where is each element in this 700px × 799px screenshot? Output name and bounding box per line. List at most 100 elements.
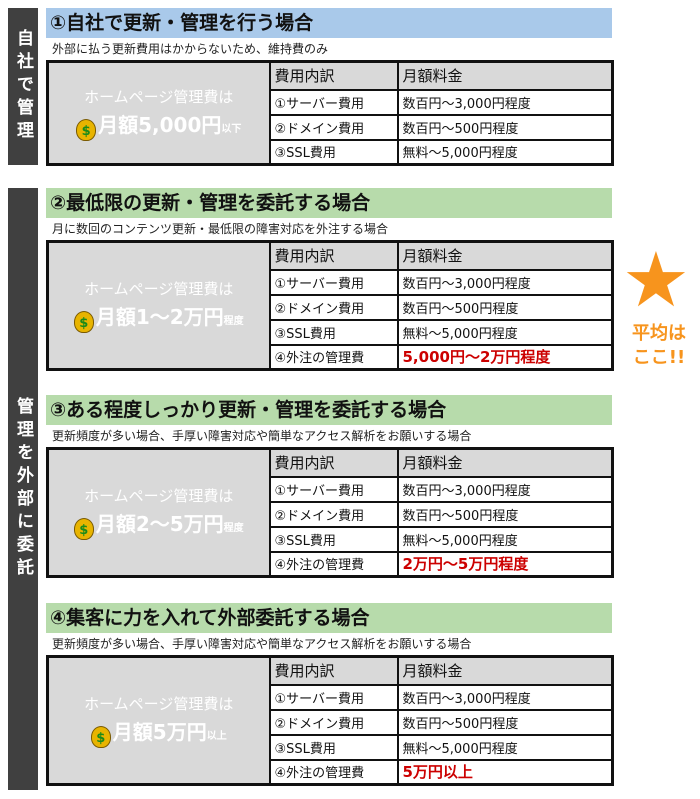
summary-lead: ホームページ管理費は	[84, 87, 234, 106]
header-monthly-fee: 月額料金	[396, 240, 614, 271]
side-label-outsource-text: 管理を外部に委託	[13, 397, 33, 581]
monthly-fee: 無料～5,000円程度	[396, 138, 614, 166]
table-header-row: ホームページ管理費は $ 月額2～5万円程度 費用内訳 月額料金	[46, 447, 614, 578]
table-header-row: ホームページ管理費は $ 月額5万円以上 費用内訳 月額料金	[46, 655, 614, 786]
cost-table: ホームページ管理費は $ 月額5,000円以下 費用内訳 月額料金 ①サーバー費用…	[46, 60, 614, 166]
cost-table: ホームページ管理費は $ 月額2～5万円程度 費用内訳 月額料金 ①サーバー費用 …	[46, 447, 614, 578]
callout-line1: 平均は	[632, 323, 686, 344]
monthly-fee: 数百円～3,000円程度	[396, 683, 614, 711]
cost-table: ホームページ管理費は $ 月額1～2万円程度 費用内訳 月額料金 ①サーバー費用 …	[46, 240, 614, 371]
cost-item: ②ドメイン費用	[268, 500, 399, 528]
monthly-fee: 無料～5,000円程度	[396, 318, 614, 346]
table-row: ④外注の管理費 5万円以上	[48, 758, 614, 786]
monthly-fee: 数百円～500円程度	[396, 500, 614, 528]
header-monthly-fee: 月額料金	[396, 655, 614, 686]
side-label-self-text: 自社で管理	[13, 29, 33, 144]
average-callout: 平均は ここ!!	[628, 322, 690, 370]
case-section: ①自社で更新・管理を行う場合 外部に払う更新費用はかからないため、維持費のみ ホ…	[46, 8, 614, 166]
summary-cell: ホームページ管理費は $ 月額5万円以上	[46, 655, 271, 786]
star-icon: ★	[621, 235, 691, 324]
money-bag-icon: $	[90, 726, 111, 748]
table-row: ②ドメイン費用 数百円～500円程度	[48, 293, 614, 321]
table-row: ①サーバー費用 数百円～3,000円程度	[48, 683, 614, 711]
table-row: ③SSL費用 無料～5,000円程度	[48, 138, 614, 166]
money-bag-icon: $	[76, 118, 97, 141]
summary-suffix: 程度	[223, 316, 244, 327]
header-monthly-fee: 月額料金	[396, 60, 614, 91]
table-row: ④外注の管理費 2万円～5万円程度	[48, 550, 614, 578]
case-section: ④集客に力を入れて外部委託する場合 更新頻度が多い場合、手厚い障害対応や簡単なア…	[46, 603, 614, 786]
case-section: ②最低限の更新・管理を委託する場合 月に数回のコンテンツ更新・最低限の障害対応を…	[46, 188, 614, 371]
table-row: ②ドメイン費用 数百円～500円程度	[48, 708, 614, 736]
summary-cell: ホームページ管理費は $ 月額1～2万円程度	[46, 240, 271, 371]
monthly-fee: 5万円以上	[396, 758, 614, 786]
summary-cell: ホームページ管理費は $ 月額5,000円以下	[46, 60, 271, 166]
header-cost-item: 費用内訳	[268, 655, 399, 686]
cost-item: ②ドメイン費用	[268, 113, 399, 141]
header-cost-item: 費用内訳	[268, 447, 399, 478]
cost-item: ④外注の管理費	[268, 758, 399, 786]
section-subtitle: 更新頻度が多い場合、手厚い障害対応や簡単なアクセス解析をお願いする場合	[52, 429, 472, 443]
summary-lead: ホームページ管理費は	[84, 695, 234, 713]
cost-item: ③SSL費用	[268, 525, 399, 553]
side-label-self-managed: 自社で管理	[8, 8, 38, 165]
callout-line2: ここ!!	[632, 347, 686, 368]
cost-item: ③SSL費用	[268, 138, 399, 166]
cost-item: ③SSL費用	[268, 733, 399, 761]
table-row: ①サーバー費用 数百円～3,000円程度	[48, 475, 614, 503]
cost-item: ④外注の管理費	[268, 343, 399, 371]
summary-amount: 月額1～2万円	[95, 305, 224, 329]
cost-item: ④外注の管理費	[268, 550, 399, 578]
section-subtitle: 月に数回のコンテンツ更新・最低限の障害対応を外注する場合	[52, 222, 389, 236]
cost-table: ホームページ管理費は $ 月額5万円以上 費用内訳 月額料金 ①サーバー費用 数百…	[46, 655, 614, 786]
summary-suffix: 以上	[206, 731, 227, 742]
table-header-row: ホームページ管理費は $ 月額1～2万円程度 費用内訳 月額料金	[46, 240, 614, 371]
cost-item: ①サーバー費用	[268, 475, 399, 503]
monthly-fee: 5,000円～2万円程度	[396, 343, 614, 371]
monthly-fee: 数百円～3,000円程度	[396, 268, 614, 296]
table-row: ①サーバー費用 数百円～3,000円程度	[48, 268, 614, 296]
cost-item: ②ドメイン費用	[268, 708, 399, 736]
monthly-fee: 2万円～5万円程度	[396, 550, 614, 578]
cost-item: ②ドメイン費用	[268, 293, 399, 321]
table-row: ②ドメイン費用 数百円～500円程度	[48, 500, 614, 528]
money-bag-icon: $	[73, 518, 94, 540]
monthly-fee: 数百円～3,000円程度	[396, 88, 614, 116]
monthly-fee: 無料～5,000円程度	[396, 525, 614, 553]
summary-amount: 月額5万円	[112, 720, 207, 744]
table-row: ③SSL費用 無料～5,000円程度	[48, 733, 614, 761]
summary-cell: ホームページ管理費は $ 月額2～5万円程度	[46, 447, 271, 578]
monthly-fee: 数百円～3,000円程度	[396, 475, 614, 503]
cost-item: ①サーバー費用	[268, 683, 399, 711]
side-label-outsourced: 管理を外部に委託	[8, 188, 38, 790]
monthly-fee: 無料～5,000円程度	[396, 733, 614, 761]
summary-amount: 月額5,000円	[98, 112, 222, 137]
section-title: ③ある程度しっかり更新・管理を委託する場合	[46, 395, 612, 425]
summary-lead: ホームページ管理費は	[84, 280, 234, 298]
summary-amount: 月額2～5万円	[95, 512, 224, 536]
table-row: ③SSL費用 無料～5,000円程度	[48, 525, 614, 553]
header-cost-item: 費用内訳	[268, 240, 399, 271]
section-title: ②最低限の更新・管理を委託する場合	[46, 188, 612, 218]
table-row: ④外注の管理費 5,000円～2万円程度	[48, 343, 614, 371]
table-row: ②ドメイン費用 数百円～500円程度	[48, 113, 614, 141]
table-row: ①サーバー費用 数百円～3,000円程度	[48, 88, 614, 116]
table-header-row: ホームページ管理費は $ 月額5,000円以下 費用内訳 月額料金	[46, 60, 614, 166]
header-monthly-fee: 月額料金	[396, 447, 614, 478]
monthly-fee: 数百円～500円程度	[396, 113, 614, 141]
summary-suffix: 程度	[223, 523, 244, 534]
section-title: ④集客に力を入れて外部委託する場合	[46, 603, 612, 633]
cost-item: ①サーバー費用	[268, 268, 399, 296]
money-bag-icon: $	[73, 311, 94, 333]
monthly-fee: 数百円～500円程度	[396, 708, 614, 736]
summary-suffix: 以下	[221, 123, 242, 135]
monthly-fee: 数百円～500円程度	[396, 293, 614, 321]
section-title: ①自社で更新・管理を行う場合	[46, 8, 612, 38]
section-subtitle: 外部に払う更新費用はかからないため、維持費のみ	[52, 42, 329, 56]
cost-item: ①サーバー費用	[268, 88, 399, 116]
header-cost-item: 費用内訳	[268, 60, 399, 91]
summary-lead: ホームページ管理費は	[84, 487, 234, 505]
section-subtitle: 更新頻度が多い場合、手厚い障害対応や簡単なアクセス解析をお願いする場合	[52, 637, 472, 651]
case-section: ③ある程度しっかり更新・管理を委託する場合 更新頻度が多い場合、手厚い障害対応や…	[46, 395, 614, 578]
cost-item: ③SSL費用	[268, 318, 399, 346]
